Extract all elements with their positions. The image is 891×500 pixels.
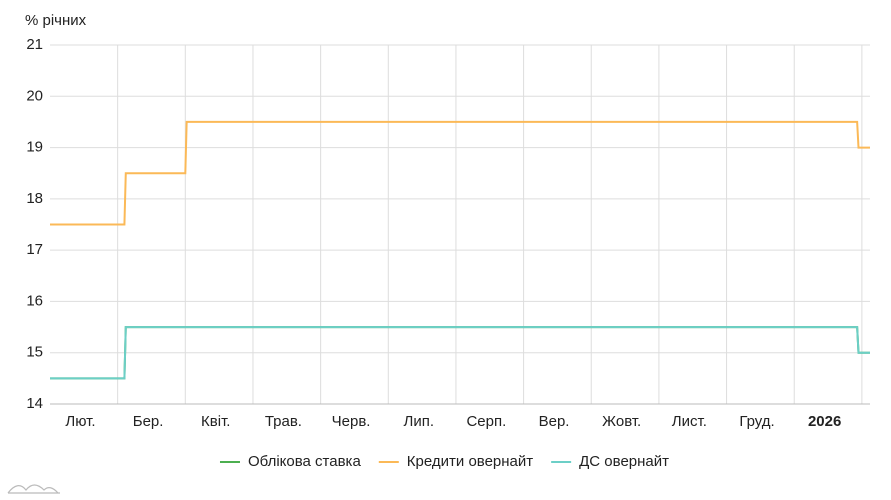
x-tick-label: Груд.	[739, 413, 774, 430]
legend-label: Облікова ставка	[248, 453, 361, 470]
y-tick-label: 18	[26, 190, 43, 207]
x-tick-label: Серп.	[466, 413, 506, 430]
x-tick-label: 2026	[808, 413, 841, 430]
series-line	[50, 326, 870, 380]
y-tick-label: 15	[26, 344, 43, 361]
x-tick-label: Вер.	[539, 413, 570, 430]
series-line	[50, 120, 870, 226]
x-tick-label: Трав.	[265, 413, 302, 430]
y-tick-label: 21	[26, 36, 43, 53]
x-tick-label: Жовт.	[602, 413, 641, 430]
x-tick-label: Бер.	[133, 413, 164, 430]
logo	[7, 484, 60, 494]
x-tick-label: Лип.	[403, 413, 434, 430]
x-tick-label: Квіт.	[201, 413, 230, 430]
x-tick-label: Лют.	[65, 413, 95, 430]
legend-label: Кредити овернайт	[407, 453, 533, 470]
y-tick-label: 17	[26, 241, 43, 258]
y-tick-label: 14	[26, 395, 43, 412]
legend-label: ДС овернайт	[579, 453, 669, 470]
y-tick-label: 20	[26, 87, 43, 104]
y-tick-label: 19	[26, 139, 43, 156]
x-tick-label: Черв.	[332, 413, 371, 430]
x-tick-label: Лист.	[672, 413, 707, 430]
y-axis-label: % річних	[25, 12, 87, 29]
y-tick-label: 16	[26, 292, 43, 309]
